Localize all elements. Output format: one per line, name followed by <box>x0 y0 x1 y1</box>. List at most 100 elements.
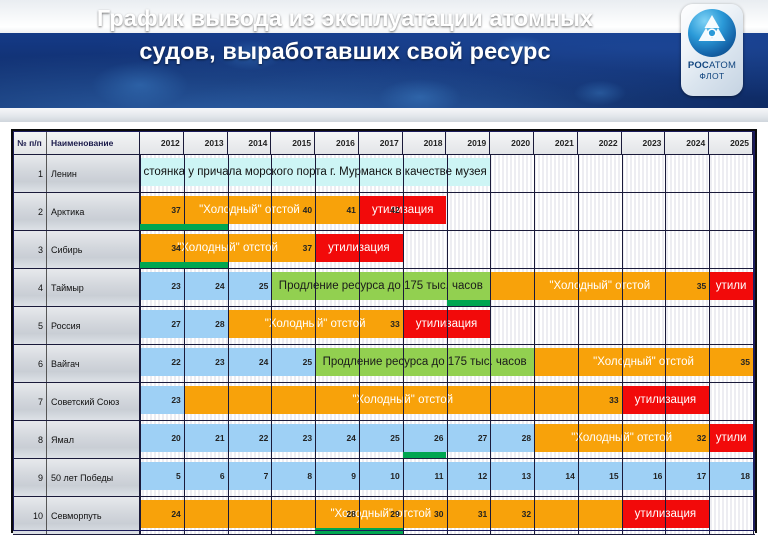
column-divider <box>315 345 317 383</box>
timeline-bar-blue[interactable] <box>140 272 272 300</box>
header-cell-year: 2019 <box>446 131 491 154</box>
column-divider <box>490 155 492 193</box>
column-divider <box>358 155 360 193</box>
year-value: 7 <box>263 471 269 481</box>
rosatom-emblem-icon <box>688 9 736 57</box>
header-cell-year: 2012 <box>140 131 184 154</box>
year-value: 37 <box>171 205 181 215</box>
title-banner <box>0 33 768 108</box>
column-divider <box>402 307 404 345</box>
timeline-bar-orange[interactable]: "Холодный" отстой <box>140 500 622 528</box>
header-cell-year: 2013 <box>183 131 228 154</box>
column-divider <box>709 383 711 421</box>
vessel-name: Россия <box>47 307 140 345</box>
year-value: 12 <box>477 471 488 481</box>
progress-subbar <box>140 262 228 268</box>
header-cell-year: 2016 <box>315 131 359 154</box>
row-number: 10 <box>13 497 47 535</box>
column-divider <box>358 383 360 421</box>
column-divider <box>446 345 448 383</box>
column-divider <box>183 383 185 421</box>
column-divider <box>315 383 317 421</box>
table-row[interactable]: 1 Ленин стоянка у причала морского порта г… <box>13 155 755 193</box>
timeline-bar-orange[interactable]: "Холодный" отстой <box>534 424 710 452</box>
timeline-bar-blue[interactable] <box>140 424 535 452</box>
timeline-bar-red[interactable]: утили <box>709 424 753 452</box>
column-divider <box>315 155 317 193</box>
row-timeline: "Холодный" отстойутилизация3437 <box>140 231 755 269</box>
column-divider <box>315 307 317 345</box>
column-divider <box>577 193 579 231</box>
header-cell-year: 2020 <box>490 131 535 154</box>
year-value: 25 <box>302 357 313 367</box>
page-header: График вывода из эксплуатации атомных су… <box>0 0 768 122</box>
row-timeline: стоянка у причала морского порта г. Мурм… <box>140 155 755 193</box>
table-row[interactable]: 6 Вайгач Продление ресурса до 175 тыс. час… <box>13 345 755 383</box>
column-divider <box>402 193 404 231</box>
vessel-name: Севморпуть <box>47 497 140 535</box>
timeline-bar-orange[interactable]: "Холодный" отстой <box>534 348 753 376</box>
header-cell-year: 2014 <box>227 131 272 154</box>
column-divider <box>140 383 141 421</box>
timeline-bar-orange[interactable]: "Холодный" отстой <box>490 272 710 300</box>
timeline-bar-red[interactable]: утили <box>709 272 753 300</box>
timeline-bar-red[interactable]: утилизация <box>402 310 491 338</box>
row-number: 4 <box>13 269 47 307</box>
table-row[interactable]: 9 50 лет Победы 5 6 7 8 9 10 11 12 13 14 15 16 17 18 <box>13 459 755 497</box>
timeline-bar-orange[interactable]: "Холодный" отстой <box>227 310 403 338</box>
timeline-bar-green[interactable]: Продление ресурса до 175 тыс. часов <box>315 348 535 376</box>
table-row[interactable]: 8 Ямал "Холодный" отстой утили 20 21 22 23 24 25 2… <box>13 421 755 459</box>
table-row[interactable]: 4 Таймыр Продление ресурса до 175 тыс. час… <box>13 269 755 307</box>
table-grid: № п/п Наименование 2012 2013 2014 2015 2016 201… <box>13 131 755 535</box>
column-divider <box>140 269 141 307</box>
year-value: 28 <box>346 509 356 519</box>
timeline-bar-orange[interactable]: "Холодный" отстой <box>140 196 359 224</box>
logo-ros: РОС <box>687 60 709 71</box>
header-cell-year: 2023 <box>621 131 666 154</box>
header-cell-year: 2024 <box>665 131 710 154</box>
column-divider <box>446 421 448 459</box>
row-timeline: "Холодный" отстой утили 20 21 22 23 24 25 26 27 28… <box>140 421 755 459</box>
vessel-name: Сибирь <box>47 231 140 269</box>
column-divider <box>709 345 711 383</box>
column-divider <box>358 345 360 383</box>
year-value: 24 <box>258 357 269 367</box>
header-cell-name: Наименование <box>47 131 140 154</box>
column-divider <box>183 345 185 383</box>
world-map-decoration <box>0 33 768 108</box>
vessel-name: Ямал <box>47 421 140 459</box>
column-divider <box>534 459 536 497</box>
row-timeline: "Холодный" отстойутилизация37404142 <box>140 193 755 231</box>
column-divider <box>534 421 536 459</box>
table-header-row: № п/п Наименование 2012 2013 2014 2015 2016 201… <box>13 131 755 155</box>
timeline-bar-blue[interactable] <box>140 386 184 414</box>
column-divider <box>402 421 404 459</box>
year-value: 40 <box>302 205 313 215</box>
column-divider <box>402 231 404 269</box>
timeline-bar-green[interactable]: Продление ресурса до 175 тыс. часов <box>271 272 491 300</box>
column-divider <box>709 459 711 497</box>
year-value: 18 <box>740 471 750 481</box>
column-divider <box>446 497 448 535</box>
column-divider <box>183 193 185 231</box>
column-divider <box>490 269 492 307</box>
column-divider <box>183 307 185 345</box>
column-divider <box>621 497 623 535</box>
year-value: 31 <box>477 509 488 519</box>
row-divider <box>13 344 755 345</box>
year-value: 23 <box>171 281 181 291</box>
column-divider <box>490 497 492 535</box>
column-divider <box>490 231 492 269</box>
column-divider <box>315 421 317 459</box>
column-divider <box>358 497 360 535</box>
column-divider <box>446 269 448 307</box>
column-divider <box>227 307 229 345</box>
column-divider <box>446 459 448 497</box>
column-divider <box>665 307 667 345</box>
year-value: 16 <box>652 471 663 481</box>
